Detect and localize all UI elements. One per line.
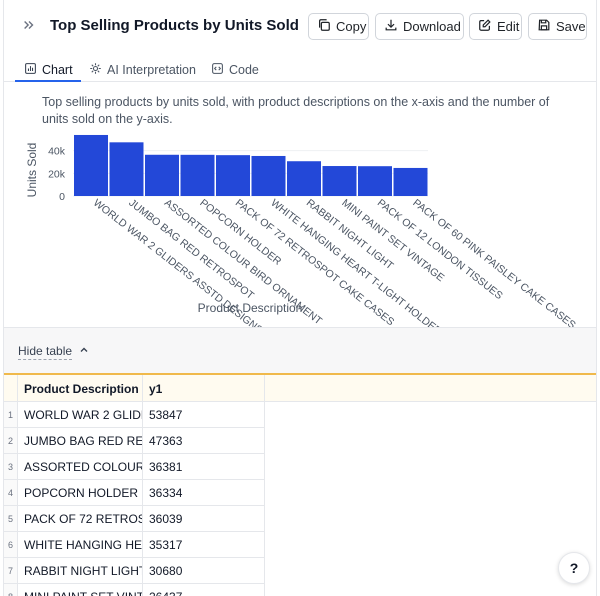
active-tab-indicator <box>15 80 81 82</box>
column-header-product-description[interactable]: Product Description <box>18 375 143 402</box>
chart-panel: Top Selling Products by Units Sold Copy … <box>3 0 597 596</box>
cell-y1[interactable]: 53847 <box>143 402 265 428</box>
y-tick-label: 40k <box>48 146 66 158</box>
cell-y1[interactable]: 36381 <box>143 454 265 480</box>
row-index: 1 <box>4 402 18 428</box>
tab-code[interactable]: Code <box>211 57 259 82</box>
bar-chart-icon <box>24 62 37 78</box>
bar[interactable] <box>216 155 250 196</box>
cell-product-description[interactable]: POPCORN HOLDER <box>18 480 143 506</box>
cell-product-description[interactable]: RABBIT NIGHT LIGHT <box>18 558 143 584</box>
tab-chart-label: Chart <box>42 62 73 77</box>
save-label: Save <box>556 19 586 34</box>
save-icon <box>537 18 551 35</box>
copy-label: Copy <box>336 19 367 34</box>
x-axis-title: Product Description <box>198 301 303 315</box>
copy-button[interactable]: Copy <box>308 13 369 40</box>
download-button[interactable]: Download <box>375 13 464 40</box>
table-row[interactable]: 7 RABBIT NIGHT LIGHT 30680 <box>4 558 596 584</box>
sparkle-gear-icon <box>89 62 102 78</box>
cell-product-description[interactable]: WHITE HANGING HEART T-LIGHT HOLDER <box>18 532 143 558</box>
bar[interactable] <box>393 167 428 196</box>
column-header-y1[interactable]: y1 <box>143 375 265 402</box>
row-index: 5 <box>4 506 18 532</box>
row-index: 6 <box>4 532 18 558</box>
cell-y1[interactable]: 26437 <box>143 584 265 596</box>
table-toolbar: Hide table <box>4 327 596 374</box>
cell-product-description[interactable]: PACK OF 72 RETROSPOT CAKE CASES <box>18 506 143 532</box>
chart-caption: Top selling products by units sold, with… <box>42 95 550 126</box>
download-icon <box>384 18 398 35</box>
bar[interactable] <box>251 155 286 196</box>
tab-chart[interactable]: Chart <box>24 57 73 82</box>
table-row[interactable]: 4 POPCORN HOLDER 36334 <box>4 480 596 506</box>
cell-y1[interactable]: 36334 <box>143 480 265 506</box>
bar[interactable] <box>74 134 108 196</box>
y-axis-title: Units Sold <box>25 143 39 198</box>
row-index: 8 <box>4 584 18 596</box>
panel-header: Top Selling Products by Units Sold Copy … <box>4 0 596 52</box>
bar[interactable] <box>180 154 215 196</box>
bar[interactable] <box>109 142 144 196</box>
copy-icon <box>317 18 331 35</box>
row-index: 3 <box>4 454 18 480</box>
table-header-row: Product Description y1 <box>4 375 596 402</box>
cell-product-description[interactable]: WORLD WAR 2 GLIDERS ASSTD DESIGNS <box>18 402 143 428</box>
bar[interactable] <box>358 166 392 196</box>
table-row[interactable]: 8MINI PAINT SET VINTAGE26437 <box>4 584 596 596</box>
tab-ai-interpretation[interactable]: AI Interpretation <box>89 57 196 82</box>
cell-y1[interactable]: 30680 <box>143 558 265 584</box>
tab-ai-label: AI Interpretation <box>107 62 196 77</box>
bar[interactable] <box>322 166 357 196</box>
y-tick-label: 20k <box>48 168 66 180</box>
edit-label: Edit <box>497 19 520 34</box>
y-tick-label: 0 <box>59 191 65 203</box>
cell-y1[interactable]: 36039 <box>143 506 265 532</box>
chart-area: Top selling products by units sold, with… <box>4 82 596 327</box>
row-index: 7 <box>4 558 18 584</box>
index-header <box>4 375 18 402</box>
cell-y1[interactable]: 47363 <box>143 428 265 454</box>
cell-product-description[interactable]: ASSORTED COLOUR BIRD ORNAMENT <box>18 454 143 480</box>
edit-icon <box>478 18 492 35</box>
x-tick-label: PACK OF 60 PINK PAISLEY CAKE CASES <box>410 197 577 327</box>
chevron-up-icon[interactable] <box>78 343 90 355</box>
cell-y1[interactable]: 35317 <box>143 532 265 558</box>
row-index: 4 <box>4 480 18 506</box>
row-index: 2 <box>4 428 18 454</box>
bar[interactable] <box>287 161 321 196</box>
download-label: Download <box>403 19 461 34</box>
data-table: Product Description y1 1 WORLD WAR 2 GLID… <box>4 373 596 596</box>
hide-table-button[interactable]: Hide table <box>18 344 73 360</box>
cell-product-description[interactable]: JUMBO BAG RED RETROSPOT <box>18 428 143 454</box>
save-button[interactable]: Save <box>528 13 587 40</box>
view-tabs: Chart AI Interpretation Code <box>4 52 596 82</box>
expand-icon[interactable] <box>18 14 40 36</box>
bar[interactable] <box>145 154 179 196</box>
cell-product-description[interactable]: MINI PAINT SET VINTAGE <box>18 584 143 596</box>
edit-button[interactable]: Edit <box>469 13 522 40</box>
panel-title: Top Selling Products by Units Sold <box>50 17 299 34</box>
tab-code-label: Code <box>229 62 259 77</box>
help-button[interactable]: ? <box>558 552 590 584</box>
code-icon <box>211 62 224 78</box>
